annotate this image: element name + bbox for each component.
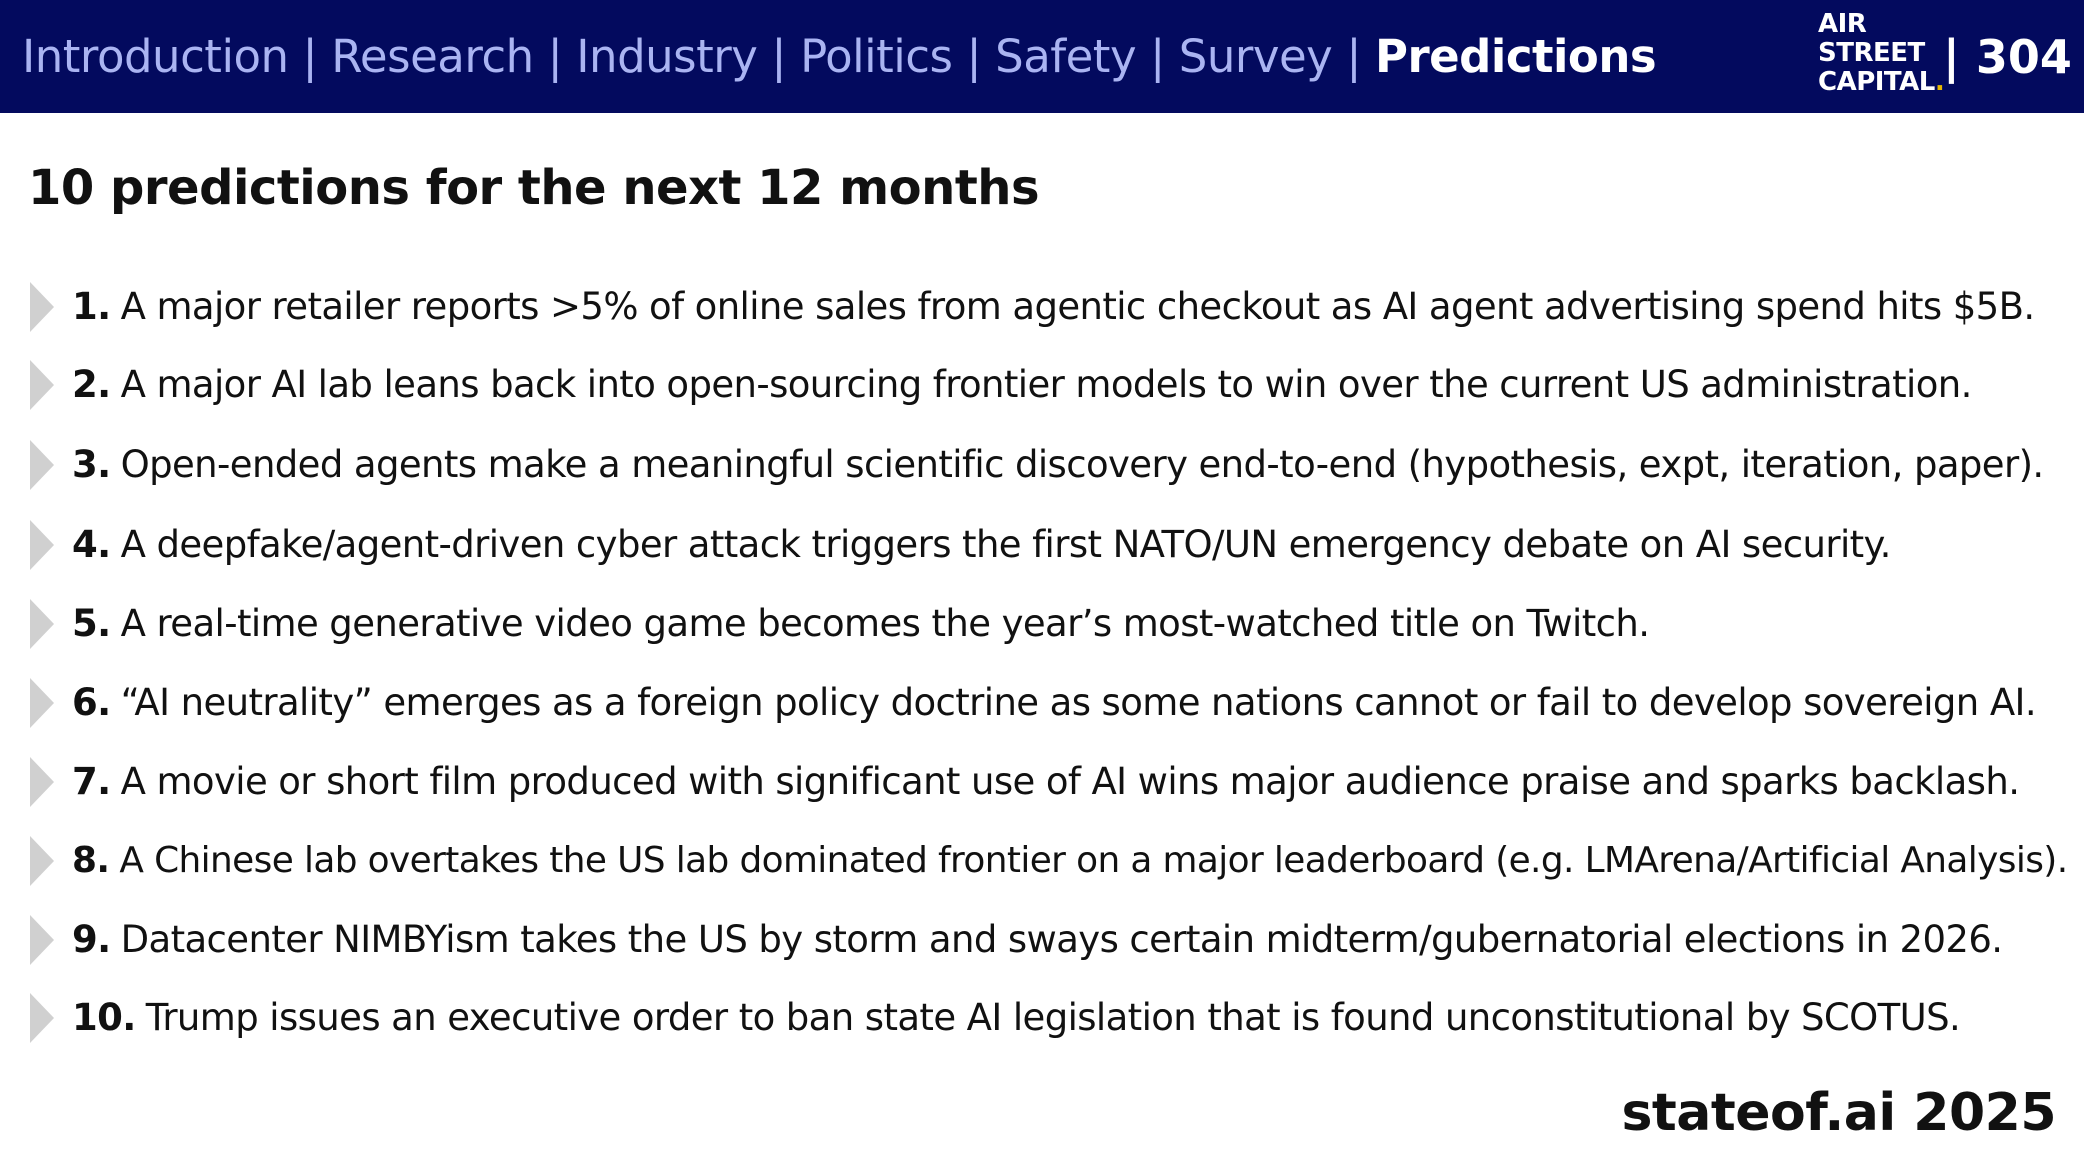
prediction-text: Trump issues an executive order to ban s…: [145, 996, 1961, 1039]
prediction-text: A Chinese lab overtakes the US lab domin…: [119, 840, 2068, 881]
nav-industry[interactable]: Industry: [576, 30, 758, 83]
logo-line-text: CAPITAL: [1818, 67, 1935, 97]
nav-predictions[interactable]: Predictions: [1374, 30, 1657, 83]
nav-research[interactable]: Research: [331, 30, 534, 83]
prediction-item: 5. A real-time generative video game beco…: [0, 596, 2084, 652]
bullet-triangle-icon: [30, 360, 54, 410]
prediction-text: A deepfake/agent-driven cyber attack tri…: [120, 523, 1892, 566]
bullet-triangle-icon: [30, 915, 54, 965]
prediction-number: 1.: [72, 285, 111, 328]
logo-dot: .: [1934, 67, 1945, 97]
prediction-number: 3.: [72, 443, 111, 486]
prediction-item: 7. A movie or short film produced with si…: [0, 754, 2084, 810]
prediction-text: A major AI lab leans back into open-sour…: [120, 363, 1973, 406]
nav-politics[interactable]: Politics: [800, 30, 953, 83]
prediction-number: 10.: [72, 996, 136, 1039]
logo-line: STREET: [1818, 38, 1925, 68]
prediction-number: 2.: [72, 363, 111, 406]
section-nav: Introduction | Research | Industry | Pol…: [22, 0, 1657, 113]
prediction-item: 3. Open-ended agents make a meaningful sc…: [0, 437, 2084, 493]
prediction-item: 1. A major retailer reports >5% of online…: [0, 279, 2084, 335]
page-number: | 304: [1943, 29, 2072, 84]
bullet-triangle-icon: [30, 599, 54, 649]
logo-line: CAPITAL.: [1818, 67, 1945, 97]
header-bar: Introduction | Research | Industry | Pol…: [0, 0, 2084, 113]
prediction-item: 10. Trump issues an executive order to ba…: [0, 990, 2084, 1046]
prediction-text: Open-ended agents make a meaningful scie…: [120, 443, 2045, 486]
prediction-number: 7.: [72, 760, 111, 803]
prediction-number: 6.: [72, 681, 111, 724]
prediction-text: Datacenter NIMBYism takes the US by stor…: [120, 918, 2003, 961]
prediction-item: 6. “AI neutrality” emerges as a foreign p…: [0, 675, 2084, 731]
nav-survey[interactable]: Survey: [1178, 30, 1333, 83]
prediction-text: A real-time generative video game become…: [120, 602, 1650, 645]
slide-title: 10 predictions for the next 12 months: [28, 160, 1040, 216]
prediction-number: 8.: [72, 840, 110, 881]
bullet-triangle-icon: [30, 282, 54, 332]
nav-separator: |: [771, 30, 787, 83]
bullet-triangle-icon: [30, 678, 54, 728]
prediction-item: 8. A Chinese lab overtakes the US lab dom…: [0, 833, 2084, 889]
nav-introduction[interactable]: Introduction: [22, 30, 289, 83]
bullet-triangle-icon: [30, 993, 54, 1043]
prediction-item: 9. Datacenter NIMBYism takes the US by st…: [0, 912, 2084, 968]
bullet-triangle-icon: [30, 757, 54, 807]
air-street-capital-logo: AIR STREET CAPITAL.: [1818, 9, 1945, 97]
bullet-triangle-icon: [30, 440, 54, 490]
prediction-text: A major retailer reports >5% of online s…: [120, 285, 2036, 328]
nav-separator: |: [302, 30, 318, 83]
bullet-triangle-icon: [30, 520, 54, 570]
nav-separator: |: [966, 30, 982, 83]
nav-separator: |: [547, 30, 563, 83]
prediction-number: 9.: [72, 918, 111, 961]
nav-separator: |: [1150, 30, 1165, 83]
prediction-number: 5.: [72, 602, 111, 645]
bullet-triangle-icon: [30, 836, 54, 886]
prediction-item: 2. A major AI lab leans back into open-so…: [0, 357, 2084, 413]
prediction-number: 4.: [72, 523, 111, 566]
nav-safety[interactable]: Safety: [995, 30, 1137, 83]
prediction-text: “AI neutrality” emerges as a foreign pol…: [120, 681, 2037, 724]
logo-line: AIR: [1818, 9, 1867, 39]
footer-brand: stateof.ai 2025: [1621, 1083, 2056, 1143]
prediction-text: A movie or short film produced with sign…: [120, 760, 2020, 803]
nav-separator: |: [1346, 30, 1361, 83]
prediction-item: 4. A deepfake/agent-driven cyber attack t…: [0, 517, 2084, 573]
